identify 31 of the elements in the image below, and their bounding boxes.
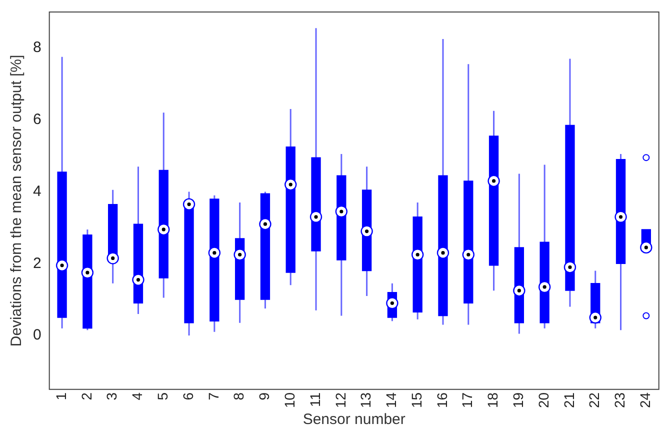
x-tick-label: 19 bbox=[510, 392, 526, 408]
x-tick-label: 22 bbox=[586, 392, 602, 408]
x-tick-label: 9 bbox=[256, 392, 272, 400]
x-tick-label: 13 bbox=[358, 392, 374, 408]
x-tick-label: 15 bbox=[408, 392, 424, 408]
x-tick-label: 4 bbox=[129, 392, 146, 400]
x-tick-label: 3 bbox=[104, 392, 120, 400]
y-tick-label: 8 bbox=[33, 39, 42, 56]
x-tick-label: 24 bbox=[637, 392, 654, 408]
x-axis-title: Sensor number bbox=[302, 411, 406, 428]
x-tick-label: 8 bbox=[230, 392, 247, 400]
x-tick-label: 20 bbox=[535, 392, 552, 408]
x-tick-label: 5 bbox=[154, 392, 170, 400]
x-tick-label: 21 bbox=[560, 392, 577, 408]
x-tick-label: 7 bbox=[205, 392, 222, 400]
x-tick-label: 17 bbox=[459, 392, 476, 408]
y-tick-label: 4 bbox=[33, 182, 42, 200]
x-tick-label: 6 bbox=[180, 392, 196, 400]
y-tick-label: 6 bbox=[33, 110, 42, 128]
y-tick-label: 2 bbox=[33, 254, 42, 272]
x-tick-label: 1 bbox=[52, 392, 69, 400]
x-tick-label: 12 bbox=[332, 392, 348, 408]
x-tick-label: 14 bbox=[383, 392, 400, 408]
x-tick-label: 2 bbox=[78, 392, 94, 400]
y-axis-title: Deviations from the mean sensor output [%] bbox=[8, 54, 26, 347]
x-tick-label: 18 bbox=[484, 392, 501, 408]
x-tick-label: 16 bbox=[434, 392, 450, 408]
x-tick-label: 10 bbox=[281, 392, 298, 408]
y-tick-label: 0 bbox=[33, 326, 42, 344]
x-tick-label: 11 bbox=[306, 392, 323, 407]
x-tick-label: 23 bbox=[612, 392, 628, 408]
